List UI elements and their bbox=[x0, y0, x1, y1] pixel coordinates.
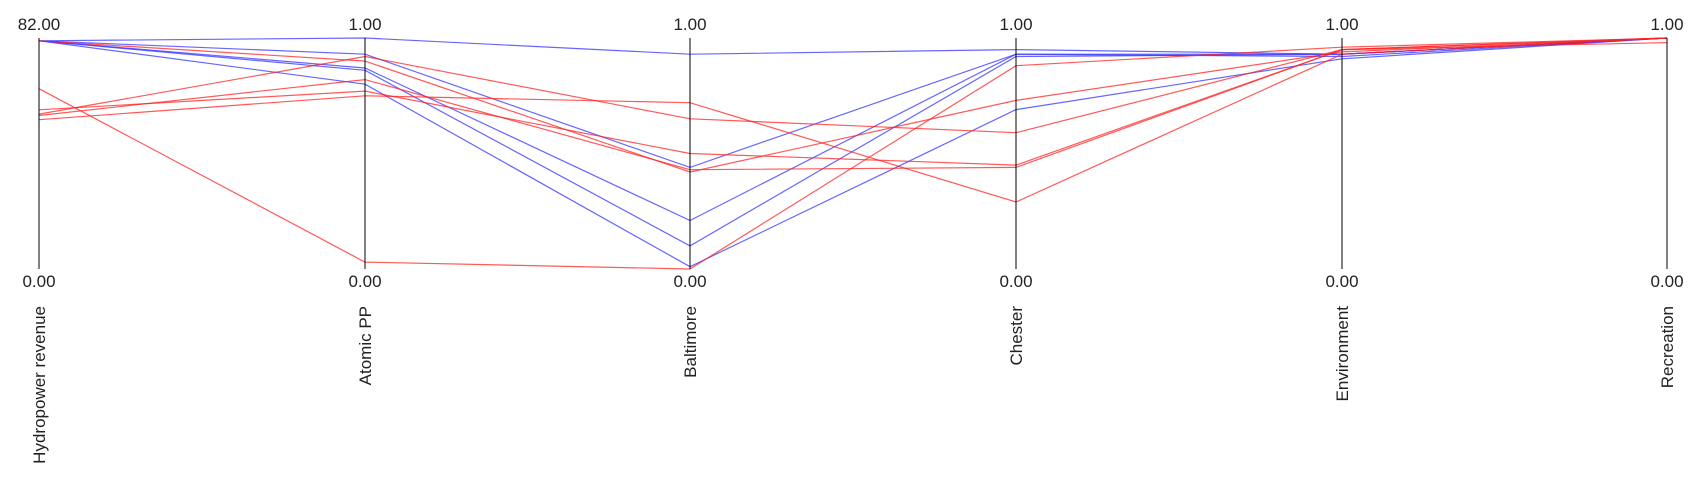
axis-6: 1.00 0.00 Recreation bbox=[1650, 15, 1683, 388]
axis-max-label: 1.00 bbox=[1325, 15, 1358, 34]
axis-min-label: 0.00 bbox=[1650, 272, 1683, 291]
axis-title: Environment bbox=[1333, 306, 1352, 402]
axis-title: Chester bbox=[1007, 306, 1026, 366]
axis-3: 1.00 0.00 Baltimore bbox=[673, 15, 706, 378]
axis-1: 82.00 0.00 Hydropower revenue bbox=[18, 15, 61, 464]
axis-2: 1.00 0.00 Atomic PP bbox=[348, 15, 381, 385]
series-line-2 bbox=[38, 37, 1668, 169]
axis-title: Atomic PP bbox=[356, 306, 375, 385]
axis-min-label: 0.00 bbox=[999, 272, 1032, 291]
axis-max-label: 1.00 bbox=[999, 15, 1032, 34]
axis-min-label: 0.00 bbox=[348, 272, 381, 291]
axis-max-label: 82.00 bbox=[18, 15, 61, 34]
axis-4: 1.00 0.00 Chester bbox=[999, 15, 1032, 366]
series-line-7 bbox=[38, 37, 1668, 171]
axis-min-label: 0.00 bbox=[1325, 272, 1358, 291]
series-line-8 bbox=[38, 37, 1668, 134]
axis-min-label: 0.00 bbox=[22, 272, 55, 291]
series-line-11 bbox=[38, 37, 1668, 173]
series-line-5 bbox=[38, 37, 1668, 268]
series-line-9 bbox=[38, 37, 1668, 203]
axis-max-label: 1.00 bbox=[673, 15, 706, 34]
axis-max-label: 1.00 bbox=[1650, 15, 1683, 34]
axis-title: Recreation bbox=[1658, 306, 1677, 388]
axis-5: 1.00 0.00 Environment bbox=[1325, 15, 1358, 401]
axes: 82.00 0.00 Hydropower revenue 1.00 0.00 Atomi… bbox=[18, 15, 1684, 464]
series-line-3 bbox=[38, 37, 1668, 222]
axis-title: Baltimore bbox=[681, 306, 700, 378]
series-line-6 bbox=[38, 42, 1668, 166]
axis-min-label: 0.00 bbox=[673, 272, 706, 291]
axis-title: Hydropower revenue bbox=[30, 306, 49, 464]
series-line-10 bbox=[38, 37, 1668, 270]
series-line-4 bbox=[38, 37, 1668, 247]
series-lines bbox=[38, 37, 1668, 270]
axis-max-label: 1.00 bbox=[348, 15, 381, 34]
